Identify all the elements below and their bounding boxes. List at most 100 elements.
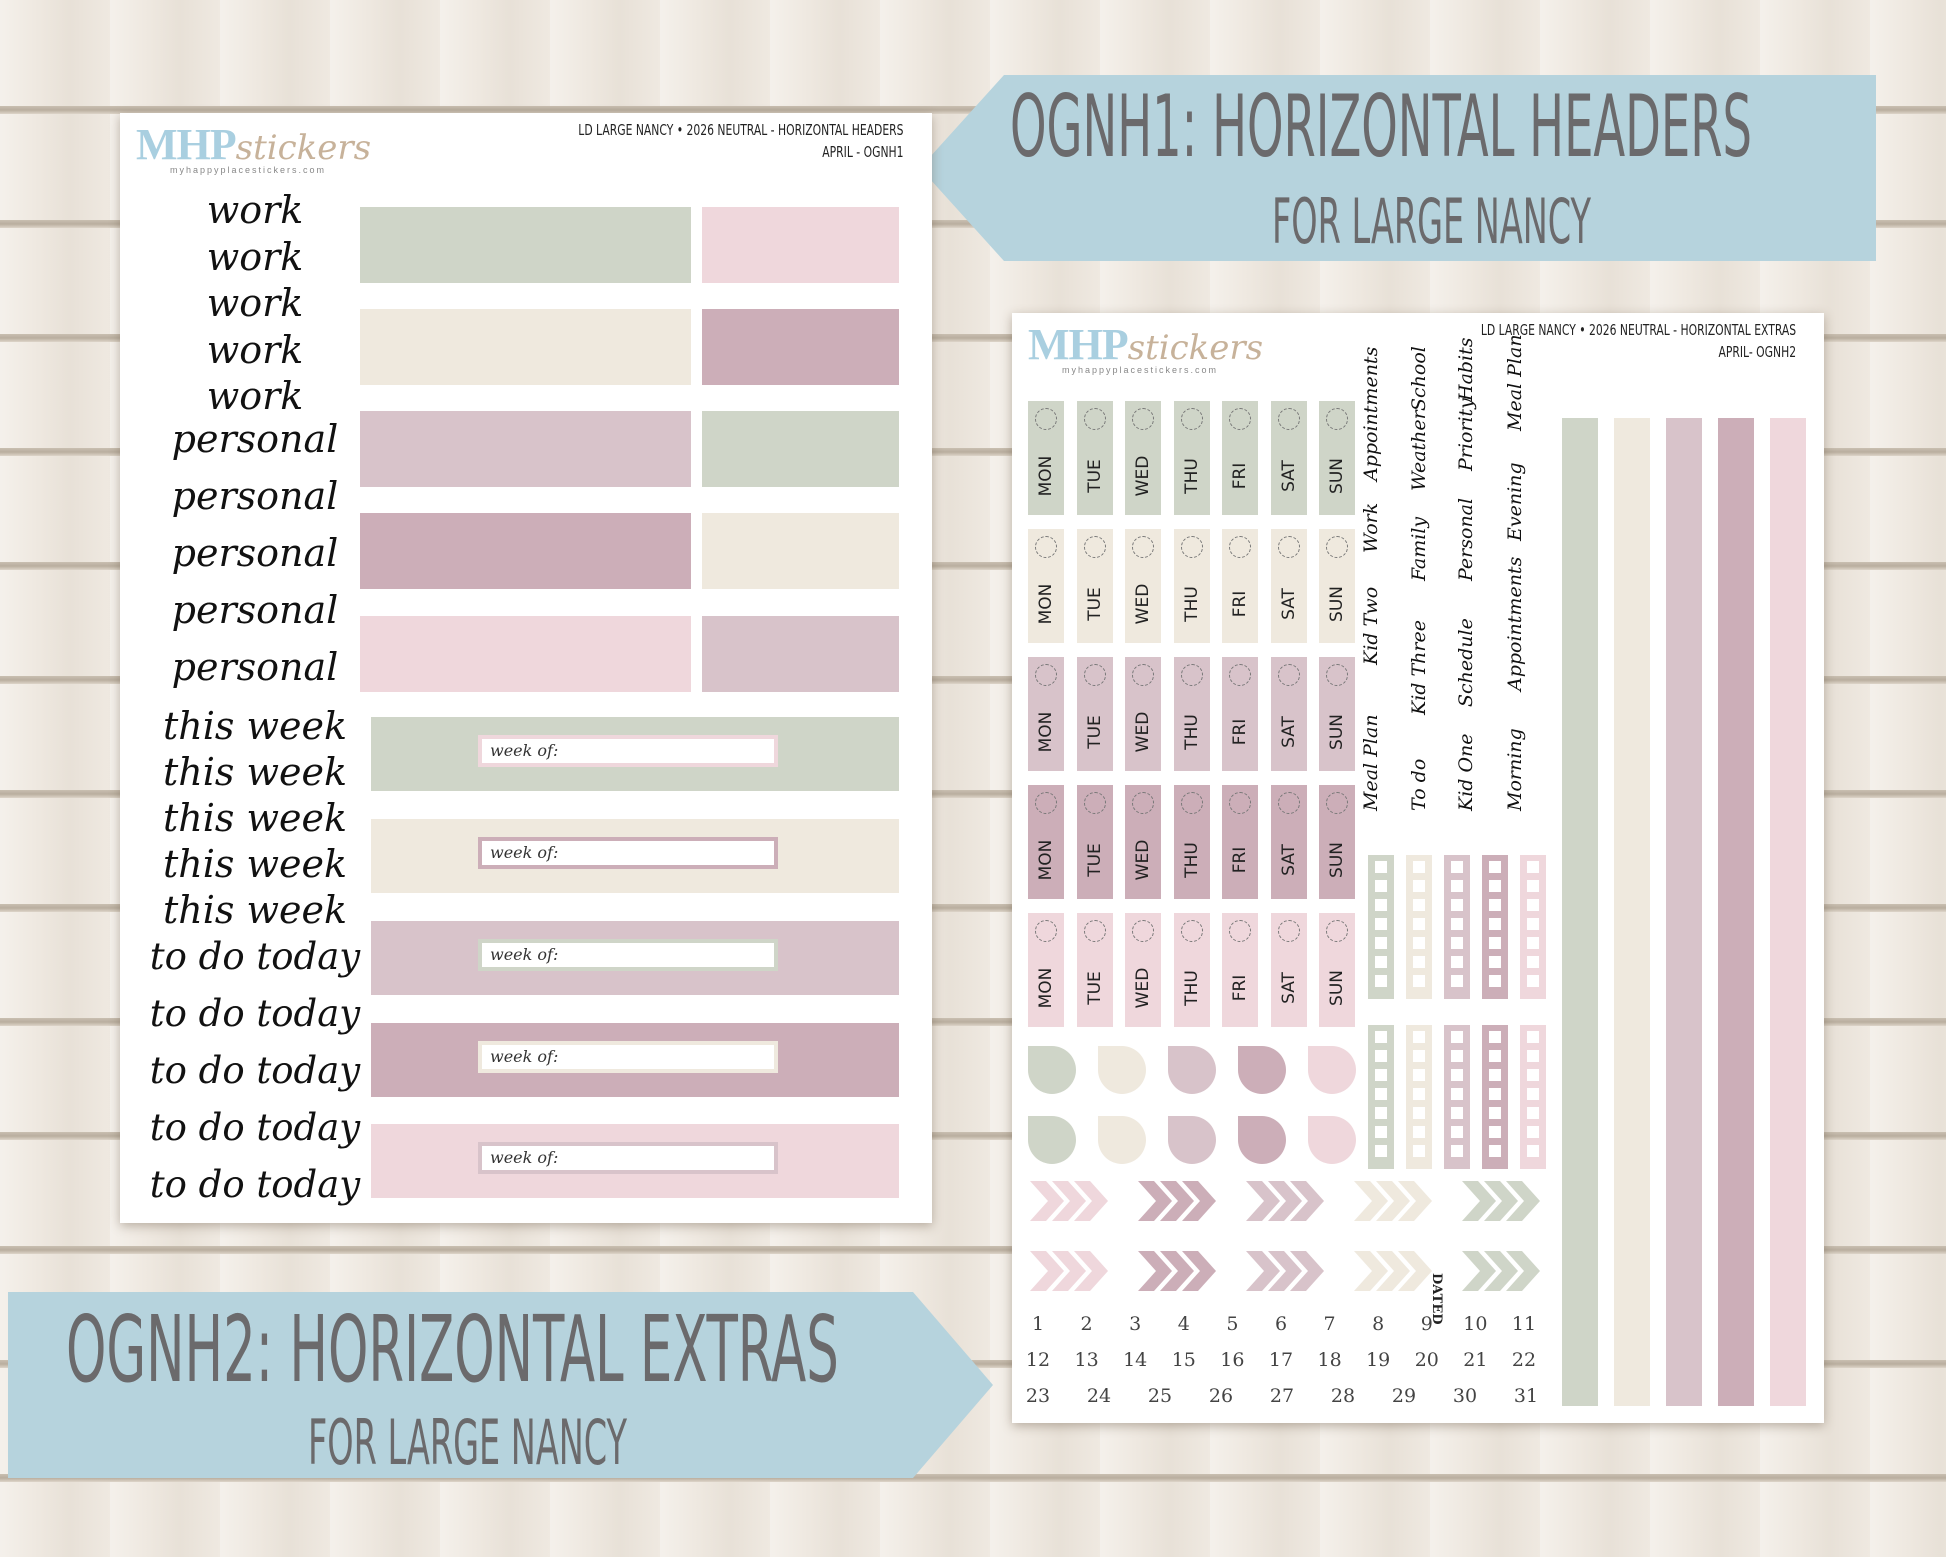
checkbox-square	[1375, 956, 1387, 968]
task-label: To do	[1408, 758, 1430, 811]
banner-ognh1-subtitle: FOR LARGE NANCY	[1272, 185, 1591, 258]
checkbox-square	[1489, 1126, 1501, 1138]
checkbox-square	[1375, 937, 1387, 949]
day-label: THU	[1181, 458, 1202, 494]
day-label: FRI	[1230, 462, 1250, 490]
checkbox-strip	[1444, 1025, 1470, 1169]
checkbox-strip	[1406, 1025, 1432, 1169]
day-sticker: FRI	[1222, 401, 1258, 515]
day-label: TUE	[1084, 459, 1105, 493]
arrow-sticker	[1462, 1251, 1540, 1291]
checkbox-square	[1527, 937, 1539, 949]
word-label: this week	[162, 796, 347, 840]
checkbox-square	[1413, 975, 1425, 987]
day-label: SAT	[1278, 588, 1299, 620]
date-number: 20	[1414, 1349, 1439, 1371]
date-number: 2	[1080, 1313, 1093, 1335]
task-label: Personal	[1455, 497, 1477, 581]
day-label: MON	[1036, 711, 1056, 753]
day-sticker: WED	[1125, 913, 1161, 1027]
checkbox-strip	[1444, 855, 1470, 999]
checkbox-square	[1489, 1145, 1501, 1157]
day-sticker: FRI	[1222, 785, 1258, 899]
day-label: MON	[1036, 839, 1056, 881]
date-circle	[1277, 664, 1300, 686]
checkbox-square	[1451, 956, 1463, 968]
checkbox-square	[1489, 1069, 1501, 1081]
day-sticker: SUN	[1319, 913, 1355, 1027]
date-number: 5	[1226, 1313, 1239, 1335]
date-circle	[1326, 664, 1348, 686]
day-label: THU	[1181, 842, 1202, 878]
date-number: 11	[1511, 1313, 1537, 1335]
day-sticker: THU	[1173, 401, 1210, 515]
arrow-sticker	[1354, 1181, 1432, 1221]
day-sticker: WED	[1125, 529, 1161, 643]
sheet-header-line2: APRIL - OGNH1	[822, 143, 904, 161]
checkbox-square	[1527, 1107, 1539, 1119]
word-label: work	[206, 235, 304, 279]
day-sticker: SAT	[1270, 401, 1307, 515]
checkbox-square	[1413, 1088, 1425, 1100]
week-of-box: week of:	[478, 1041, 778, 1073]
banner-ognh1-shape	[920, 75, 1876, 261]
date-number: 15	[1171, 1349, 1196, 1371]
week-of-box: week of:	[478, 939, 778, 971]
checkbox-square	[1413, 937, 1425, 949]
day-sticker: TUE	[1076, 657, 1113, 771]
day-label: SAT	[1278, 844, 1299, 876]
checkbox-square	[1527, 975, 1539, 987]
day-label: FRI	[1230, 846, 1250, 874]
vertical-strip	[1562, 418, 1598, 1406]
logo-stickers-text: stickers	[235, 128, 372, 168]
banner-ognh2-subtitle: FOR LARGE NANCY	[308, 1406, 627, 1479]
week-of-bar: week of:	[371, 717, 899, 791]
week-of-bar: week of:	[371, 921, 899, 995]
checkbox-square	[1451, 899, 1463, 911]
day-sticker: SAT	[1270, 913, 1307, 1027]
logo-url: myhappyplacestickers.com	[1062, 365, 1219, 375]
dated-label: DATED	[1424, 1273, 1444, 1333]
day-label: THU	[1181, 586, 1202, 622]
day-sticker: THU	[1173, 529, 1210, 643]
date-circle	[1035, 536, 1057, 558]
checkbox-square	[1375, 880, 1387, 892]
checkbox-square	[1489, 861, 1501, 873]
date-number: 22	[1511, 1349, 1537, 1371]
day-sticker: SUN	[1319, 529, 1355, 643]
date-circle	[1277, 792, 1300, 814]
date-circle	[1326, 408, 1348, 430]
date-circle	[1132, 920, 1154, 942]
sheet-header-line1: LD LARGE NANCY • 2026 NEUTRAL - HORIZONT…	[1480, 321, 1796, 339]
drop-sticker	[1098, 1116, 1146, 1164]
date-number: 3	[1129, 1313, 1142, 1335]
day-label: SUN	[1327, 842, 1347, 878]
day-sticker: TUE	[1076, 785, 1113, 899]
week-of-box: week of:	[478, 837, 778, 869]
checkbox-square	[1413, 1145, 1425, 1157]
date-circle	[1035, 408, 1057, 430]
task-label: Schedule	[1455, 618, 1477, 707]
task-label: Priority	[1455, 398, 1477, 471]
logo-url: myhappyplacestickers.com	[170, 165, 327, 175]
date-circle	[1229, 408, 1251, 430]
date-number: 7	[1323, 1313, 1336, 1335]
day-sticker: SUN	[1319, 401, 1355, 515]
word-label: to do today	[149, 935, 361, 978]
color-bar-blush	[702, 207, 899, 283]
checkbox-square	[1451, 937, 1463, 949]
drop-sticker	[1168, 1046, 1216, 1094]
date-number: 24	[1086, 1385, 1112, 1407]
task-label: Appointments	[1504, 556, 1526, 691]
color-bar-sage	[702, 411, 899, 487]
drop-sticker	[1098, 1046, 1146, 1094]
color-bar-cream	[360, 309, 691, 385]
color-bar-blush	[360, 616, 691, 692]
day-sticker: MON	[1028, 401, 1064, 515]
checkbox-square	[1375, 1126, 1387, 1138]
day-label: FRI	[1230, 974, 1250, 1002]
date-circle	[1132, 664, 1154, 686]
word-label: this week	[162, 750, 347, 794]
date-circle	[1035, 664, 1057, 686]
drop-sticker	[1028, 1116, 1076, 1164]
